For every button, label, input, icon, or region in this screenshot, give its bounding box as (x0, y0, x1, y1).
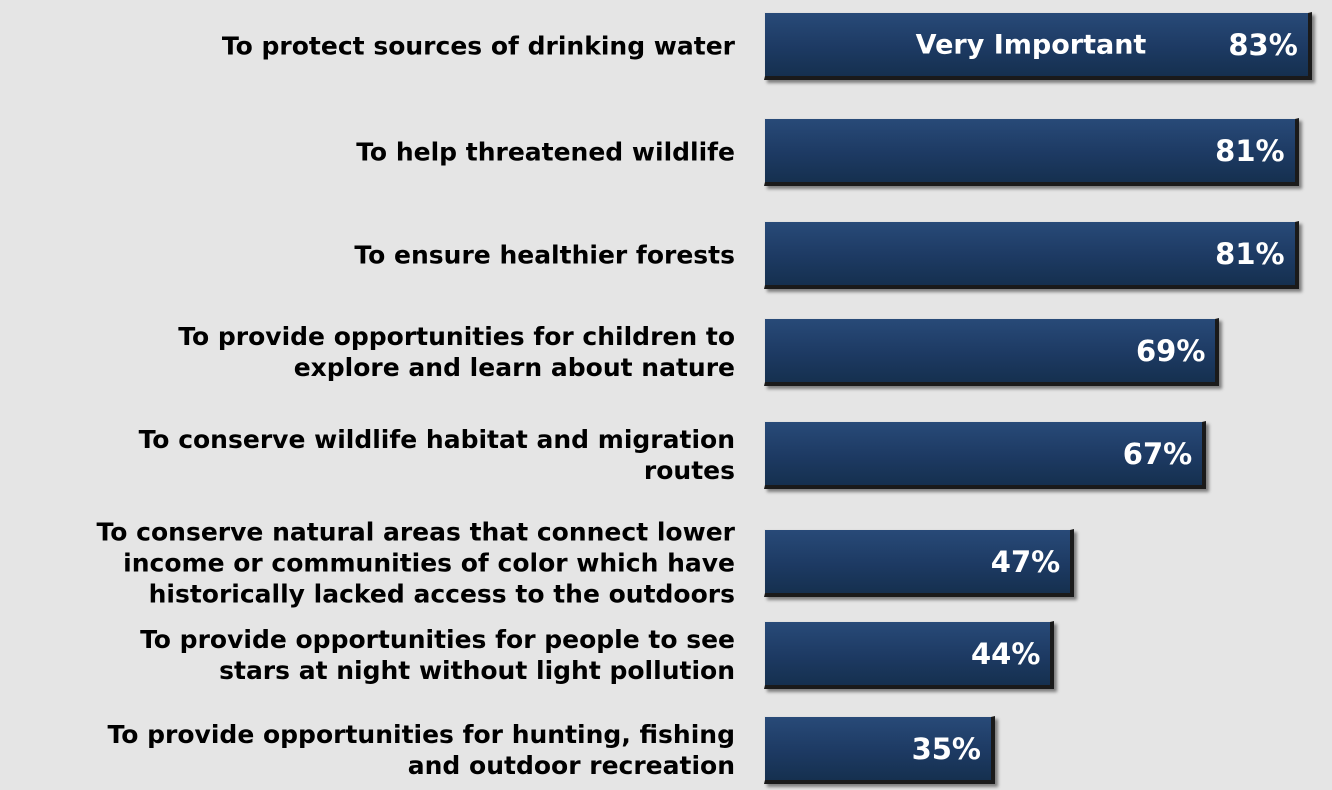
category-label: To help threatened wildlife (356, 137, 735, 167)
category-label: To protect sources of drinking water (221, 31, 735, 61)
series-label: Very Important (915, 29, 1147, 60)
category-label: To provide opportunities for people to s… (140, 625, 735, 685)
bar: 81% (764, 221, 1299, 289)
bar: 35% (764, 716, 995, 784)
bar-value-label: 81% (1215, 133, 1285, 168)
category-label: To provide opportunities for hunting, fi… (107, 720, 735, 780)
category-label: To ensure healthier forests (354, 240, 735, 270)
category-label: To provide opportunities for children to… (178, 322, 735, 382)
bar: 44% (764, 621, 1055, 689)
category-label: To conserve wildlife habitat and migrati… (138, 425, 735, 485)
bar-value-label: 69% (1135, 333, 1206, 368)
bar-value-label: 44% (970, 636, 1041, 671)
bar: 81% (764, 118, 1299, 186)
bar-value-label: 35% (911, 731, 981, 766)
bar: 83% Very Important (764, 12, 1312, 80)
bar-value-label: 83% (1228, 27, 1298, 62)
bar: 69% (764, 318, 1220, 386)
bar-value-label: 47% (990, 544, 1061, 579)
bar: 47% (764, 529, 1075, 597)
category-label: To conserve natural areas that connect l… (96, 517, 735, 609)
bar: 67% (764, 421, 1207, 489)
bar-value-label: 81% (1215, 236, 1285, 271)
bar-value-label: 67% (1122, 436, 1193, 471)
